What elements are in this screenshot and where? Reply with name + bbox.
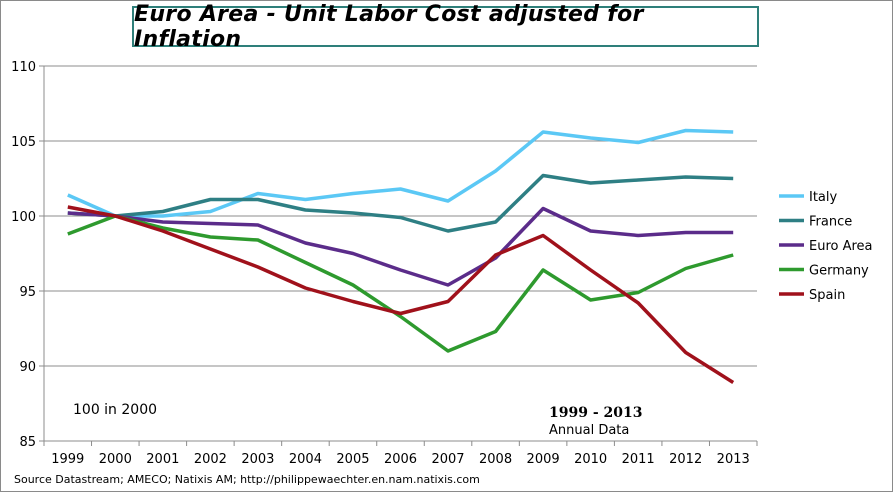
series-line-spain <box>67 205 735 384</box>
series-line-italy <box>67 128 734 218</box>
base-note: 100 in 2000 <box>73 402 157 418</box>
x-tick-label: 2008 <box>479 452 512 467</box>
y-tick-label: 95 <box>19 285 36 300</box>
legend-label-euro-area: Euro Area <box>809 239 873 254</box>
series-line-germany <box>67 214 734 353</box>
x-tick-label: 2012 <box>669 452 702 467</box>
y-tick-label: 100 <box>11 210 36 225</box>
x-tick-label: 2003 <box>241 452 274 467</box>
series-line-france <box>67 173 734 233</box>
x-tick-label: 2013 <box>717 452 750 467</box>
legend-label-france: France <box>809 215 852 230</box>
period-label: 1999 - 2013 <box>549 405 643 421</box>
x-tick-label: 2000 <box>99 452 132 467</box>
x-tick-label: 1999 <box>51 452 84 467</box>
axes: 85 90 95 100 105 110 1999 2000 2001 2002 2003 2004 2… <box>11 60 758 467</box>
y-tick-label: 110 <box>11 60 36 75</box>
x-tick-label: 2004 <box>289 452 322 467</box>
x-tick-label: 2005 <box>336 452 369 467</box>
x-tick-label: 2001 <box>146 452 179 467</box>
chart-title: Euro Area - Unit Labor Cost adjusted for… <box>132 2 759 52</box>
y-tick-label: 90 <box>19 360 36 375</box>
legend: Italy France Euro Area Germany Spain <box>779 190 873 303</box>
x-tick-label: 2009 <box>527 452 560 467</box>
x-tick-label: 2010 <box>574 452 607 467</box>
x-tick-label: 2007 <box>431 452 464 467</box>
x-tick-label: 2006 <box>384 452 417 467</box>
source-note: Source Datastream; AMECO; Natixis AM; ht… <box>14 473 480 486</box>
frequency-label: Annual Data <box>549 423 629 438</box>
legend-label-italy: Italy <box>809 190 838 205</box>
legend-label-spain: Spain <box>809 288 845 303</box>
legend-label-germany: Germany <box>809 264 869 279</box>
series-lines <box>67 128 735 384</box>
series-line-euro-area <box>67 206 734 287</box>
y-tick-label: 85 <box>19 435 36 450</box>
x-tick-label: 2011 <box>622 452 655 467</box>
x-tick-label: 2002 <box>194 452 227 467</box>
y-tick-label: 105 <box>11 135 36 150</box>
